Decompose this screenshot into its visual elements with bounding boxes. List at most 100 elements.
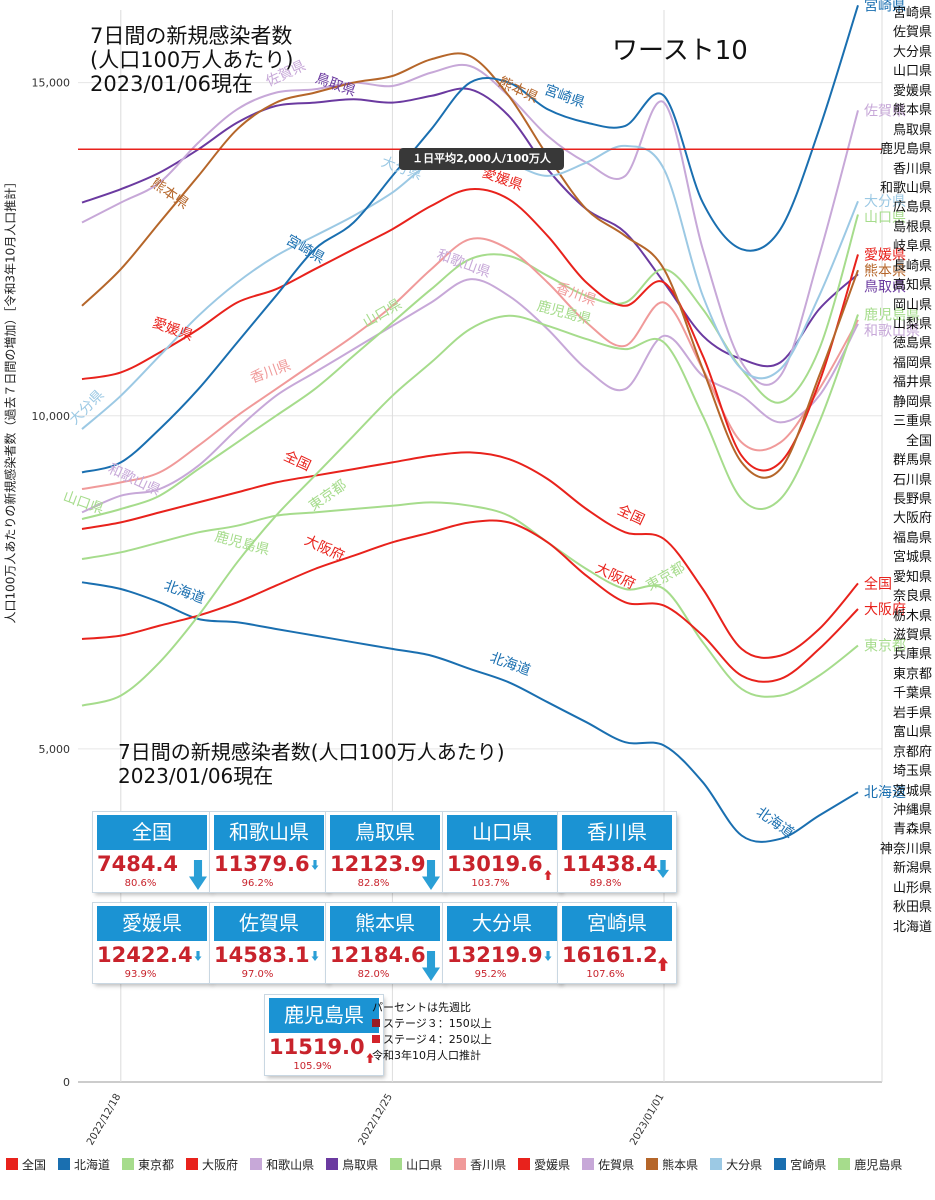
note-stage-3-text: ステージ３：150以上	[383, 1017, 492, 1030]
legend-item[interactable]: 熊本県	[646, 1154, 698, 1176]
card-percent: 105.9%	[293, 1061, 332, 1072]
prefecture-list-item: 岩手県	[892, 705, 932, 721]
prefecture-list-item: 群馬県	[892, 453, 932, 469]
end-label: 大阪府	[864, 602, 906, 618]
trend-down-icon	[422, 951, 440, 981]
legend-item[interactable]: 山口県	[390, 1154, 442, 1176]
legend-label: 山口県	[406, 1158, 443, 1172]
card-value: 13219.9	[447, 943, 543, 967]
x-axis: 2022/12/18 2022/12/25 2023/01/01	[85, 1092, 667, 1147]
inline-label: 東京都	[644, 559, 688, 594]
trend-down-icon	[189, 860, 207, 890]
prefecture-list-item: 福岡県	[892, 355, 932, 371]
inline-label: 北海道	[753, 804, 797, 841]
series-line-北海道	[81, 581, 859, 843]
card-title: 全国	[97, 815, 207, 850]
prefecture-list-item: 京都府	[892, 744, 932, 760]
prefecture-list-item: 新潟県	[892, 861, 932, 877]
prefecture-list-item: 長野県	[892, 491, 932, 507]
card-value: 14583.1	[214, 943, 310, 967]
series-line-和歌山県	[81, 278, 859, 514]
prefecture-list-item: 宮城県	[892, 550, 932, 566]
legend-item[interactable]: 佐賀県	[582, 1154, 634, 1176]
y-axis: 0 5,000 10,000 15,000	[32, 77, 71, 1089]
y-tick-label: 5,000	[39, 743, 71, 756]
card-value: 11379.6	[214, 852, 310, 876]
legend-item[interactable]: 北海道	[58, 1154, 110, 1176]
card-percent: 80.6%	[124, 878, 157, 889]
card-title: 熊本県	[330, 906, 440, 941]
legend-swatch	[838, 1158, 851, 1170]
reference-line-label: １日平均2,000人/100万人	[399, 148, 564, 170]
end-label: 宮崎県	[864, 0, 906, 14]
stage-4-marker	[372, 1035, 380, 1043]
prefecture-list-item: 広島県	[892, 200, 932, 216]
subtitle-line-2: 2023/01/06現在	[118, 764, 274, 788]
end-label: 山口県	[864, 210, 906, 226]
card-title: 鹿児島県	[269, 998, 379, 1033]
prefecture-list-item: 静岡県	[892, 394, 932, 410]
card-percent: 95.2%	[474, 969, 507, 980]
legend-item[interactable]: 全国	[6, 1154, 46, 1176]
end-label: 和歌山県	[864, 324, 920, 340]
prefecture-list-item: 兵庫県	[892, 647, 932, 663]
legend-item[interactable]: 香川県	[454, 1154, 506, 1176]
prefecture-list-item: 石川県	[892, 472, 932, 488]
prefecture-list-item: 岡山県	[892, 297, 932, 313]
value-card: 愛媛県 12422.4 93.9%	[93, 903, 211, 983]
card-percent: 82.8%	[357, 878, 390, 889]
legend-item[interactable]: 鳥取県	[326, 1154, 378, 1176]
prefecture-list-item: 栃木県	[892, 608, 932, 624]
legend-item[interactable]: 和歌山県	[250, 1154, 314, 1176]
trend-up-icon	[544, 870, 552, 880]
x-tick-label: 2022/12/25	[357, 1092, 395, 1147]
card-percent: 107.6%	[586, 969, 625, 980]
card-value: 16161.2	[562, 943, 658, 967]
card-value: 12422.4	[97, 943, 193, 967]
prefecture-list-item: 富山県	[892, 725, 932, 741]
inline-label: 熊本県	[148, 175, 192, 212]
card-percent: 96.2%	[241, 878, 274, 889]
prefecture-list-item: 香川県	[892, 161, 932, 177]
card-title: 大分県	[447, 906, 557, 941]
legend-item[interactable]: 大分県	[710, 1154, 762, 1176]
series-line-東京都	[81, 501, 859, 698]
inline-label: 和歌山県	[435, 247, 493, 281]
trend-down-icon	[544, 951, 552, 961]
trend-up-icon	[366, 1053, 374, 1063]
legend-label: 鹿児島県	[854, 1158, 903, 1172]
legend-item[interactable]: 大阪府	[186, 1154, 238, 1176]
value-card: 山口県 13019.6 103.7%	[443, 812, 561, 892]
value-card: 宮崎県 16161.2 107.6%	[558, 903, 676, 983]
inline-label: 熊本県	[496, 74, 541, 106]
inline-label: 大阪府	[593, 561, 638, 593]
note-population: 令和3年10月人口推計	[372, 1049, 481, 1062]
legend-item[interactable]: 鹿児島県	[838, 1154, 902, 1176]
value-card: 佐賀県 14583.1 97.0%	[210, 903, 328, 983]
inline-label: 大阪府	[302, 533, 347, 565]
end-label: 熊本県	[864, 263, 906, 279]
worst-10-label: ワースト10	[612, 36, 748, 66]
prefecture-list-item: 秋田県	[892, 900, 932, 916]
legend-item[interactable]: 宮崎県	[774, 1154, 826, 1176]
card-percent: 93.9%	[124, 969, 157, 980]
card-percent: 103.7%	[471, 878, 510, 889]
card-title: 山口県	[447, 815, 557, 850]
trend-down-icon	[657, 860, 669, 878]
inline-label: 宮崎県	[542, 82, 587, 111]
prefecture-list-item: 熊本県	[892, 103, 932, 119]
prefecture-list-item: 愛知県	[892, 569, 932, 585]
value-card: 熊本県 12184.6 82.0%	[326, 903, 444, 983]
end-label: 鹿児島県	[864, 307, 920, 324]
x-tick-label: 2023/01/01	[628, 1092, 666, 1147]
card-title: 佐賀県	[214, 906, 324, 941]
legend-item[interactable]: 愛媛県	[518, 1154, 570, 1176]
card-value: 12184.6	[330, 943, 426, 967]
inline-label: 大分県	[66, 387, 107, 428]
series-line-宮崎県	[81, 4, 859, 474]
prefecture-list-item: 北海道	[892, 919, 932, 935]
legend-label: 熊本県	[662, 1158, 699, 1172]
series-line-鳥取県	[81, 87, 859, 368]
legend-item[interactable]: 東京都	[122, 1154, 174, 1176]
